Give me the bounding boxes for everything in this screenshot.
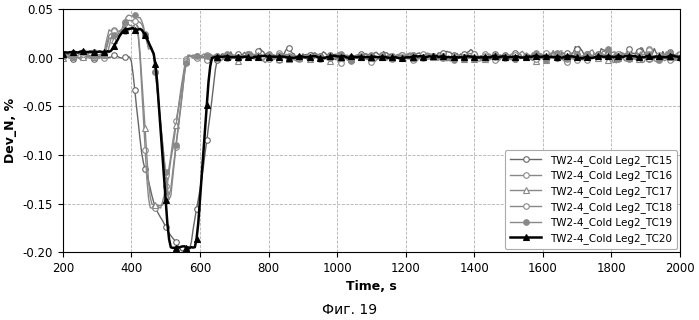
TW2-4_Cold Leg2_TC18: [122, 18, 131, 22]
TW2-4_Cold Leg2_TC15: [412, 52, 420, 56]
TW2-4_Cold Leg2_TC20: [676, 55, 684, 59]
TW2-4_Cold Leg2_TC17: [434, 58, 442, 61]
TW2-4_Cold Leg2_TC16: [59, 55, 67, 59]
TW2-4_Cold Leg2_TC19: [59, 54, 67, 58]
X-axis label: Time, s: Time, s: [346, 280, 397, 293]
TW2-4_Cold Leg2_TC16: [414, 58, 422, 62]
TW2-4_Cold Leg2_TC19: [177, 101, 185, 105]
TW2-4_Cold Leg2_TC17: [124, 22, 132, 26]
TW2-4_Cold Leg2_TC16: [604, 55, 612, 59]
Line: TW2-4_Cold Leg2_TC19: TW2-4_Cold Leg2_TC19: [60, 12, 683, 198]
TW2-4_Cold Leg2_TC18: [434, 58, 442, 62]
TW2-4_Cold Leg2_TC15: [604, 50, 612, 54]
TW2-4_Cold Leg2_TC18: [75, 52, 84, 56]
TW2-4_Cold Leg2_TC20: [434, 55, 442, 59]
TW2-4_Cold Leg2_TC18: [414, 55, 422, 59]
TW2-4_Cold Leg2_TC17: [59, 56, 67, 60]
Text: Фиг. 19: Фиг. 19: [322, 303, 377, 317]
TW2-4_Cold Leg2_TC19: [434, 53, 442, 57]
TW2-4_Cold Leg2_TC16: [434, 57, 442, 61]
TW2-4_Cold Leg2_TC17: [75, 57, 84, 61]
TW2-4_Cold Leg2_TC18: [177, 103, 185, 107]
Line: TW2-4_Cold Leg2_TC20: TW2-4_Cold Leg2_TC20: [59, 25, 684, 251]
TW2-4_Cold Leg2_TC18: [604, 52, 612, 56]
TW2-4_Cold Leg2_TC18: [165, 197, 173, 201]
TW2-4_Cold Leg2_TC16: [676, 54, 684, 58]
TW2-4_Cold Leg2_TC15: [75, 57, 84, 61]
TW2-4_Cold Leg2_TC20: [59, 52, 67, 56]
TW2-4_Cold Leg2_TC16: [448, 56, 456, 60]
TW2-4_Cold Leg2_TC20: [129, 26, 137, 30]
TW2-4_Cold Leg2_TC17: [604, 58, 612, 61]
TW2-4_Cold Leg2_TC15: [173, 244, 182, 247]
TW2-4_Cold Leg2_TC16: [177, 86, 185, 90]
TW2-4_Cold Leg2_TC19: [676, 56, 684, 60]
TW2-4_Cold Leg2_TC18: [676, 52, 684, 56]
TW2-4_Cold Leg2_TC18: [448, 55, 456, 59]
TW2-4_Cold Leg2_TC18: [59, 52, 67, 56]
Line: TW2-4_Cold Leg2_TC18: TW2-4_Cold Leg2_TC18: [60, 17, 683, 202]
TW2-4_Cold Leg2_TC17: [414, 57, 422, 60]
Line: TW2-4_Cold Leg2_TC15: TW2-4_Cold Leg2_TC15: [60, 44, 683, 255]
TW2-4_Cold Leg2_TC17: [676, 53, 684, 57]
TW2-4_Cold Leg2_TC15: [676, 54, 684, 58]
Line: TW2-4_Cold Leg2_TC17: TW2-4_Cold Leg2_TC17: [60, 21, 683, 209]
TW2-4_Cold Leg2_TC17: [448, 54, 456, 58]
TW2-4_Cold Leg2_TC20: [75, 50, 84, 54]
TW2-4_Cold Leg2_TC17: [177, 91, 185, 94]
TW2-4_Cold Leg2_TC19: [414, 55, 422, 59]
TW2-4_Cold Leg2_TC17: [154, 204, 163, 208]
TW2-4_Cold Leg2_TC15: [446, 50, 454, 54]
TW2-4_Cold Leg2_TC19: [131, 13, 139, 17]
Legend: TW2-4_Cold Leg2_TC15, TW2-4_Cold Leg2_TC16, TW2-4_Cold Leg2_TC17, TW2-4_Cold Leg: TW2-4_Cold Leg2_TC15, TW2-4_Cold Leg2_TC…: [505, 150, 677, 249]
TW2-4_Cold Leg2_TC19: [448, 57, 456, 61]
TW2-4_Cold Leg2_TC15: [59, 53, 67, 57]
Y-axis label: Dev_N, %: Dev_N, %: [4, 98, 17, 163]
Line: TW2-4_Cold Leg2_TC16: TW2-4_Cold Leg2_TC16: [60, 24, 683, 212]
TW2-4_Cold Leg2_TC19: [165, 193, 173, 197]
TW2-4_Cold Leg2_TC16: [75, 55, 84, 59]
TW2-4_Cold Leg2_TC19: [75, 52, 84, 56]
TW2-4_Cold Leg2_TC15: [184, 250, 192, 254]
TW2-4_Cold Leg2_TC16: [131, 25, 139, 29]
TW2-4_Cold Leg2_TC20: [448, 55, 456, 59]
TW2-4_Cold Leg2_TC20: [414, 55, 422, 59]
TW2-4_Cold Leg2_TC20: [604, 54, 612, 58]
TW2-4_Cold Leg2_TC15: [575, 44, 583, 48]
TW2-4_Cold Leg2_TC16: [150, 207, 158, 211]
TW2-4_Cold Leg2_TC20: [175, 245, 184, 249]
TW2-4_Cold Leg2_TC19: [604, 47, 612, 51]
TW2-4_Cold Leg2_TC15: [433, 54, 441, 58]
TW2-4_Cold Leg2_TC20: [185, 246, 194, 250]
